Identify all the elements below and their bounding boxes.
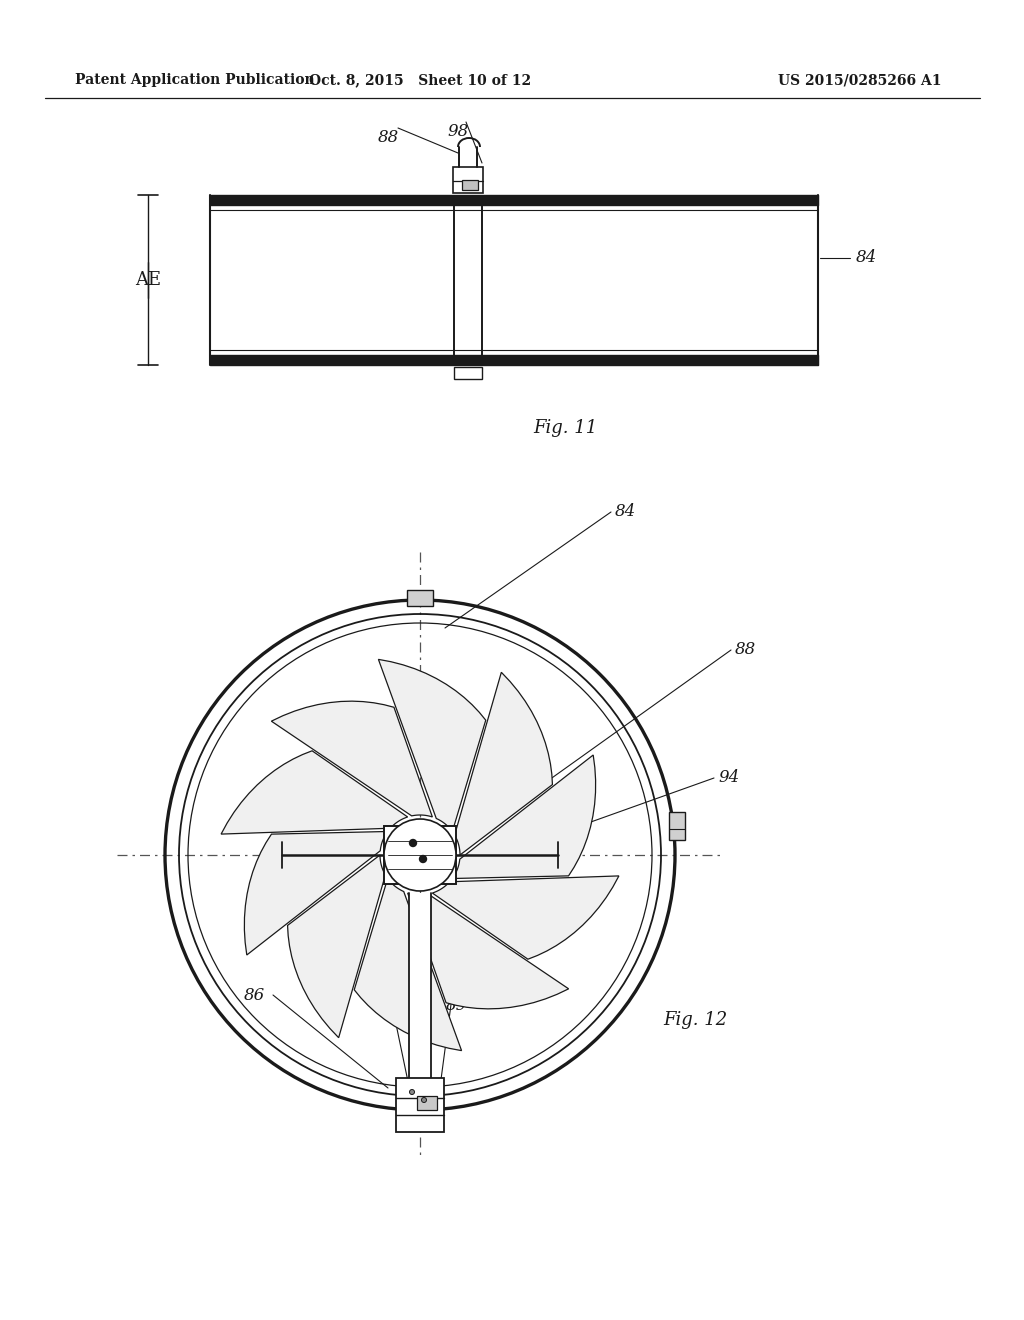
Text: 84: 84 <box>856 249 878 267</box>
Text: 86: 86 <box>244 986 265 1003</box>
Text: Fig. 12: Fig. 12 <box>663 1011 727 1030</box>
Text: AE: AE <box>135 271 161 289</box>
Text: 89: 89 <box>445 997 467 1014</box>
Circle shape <box>410 1089 415 1094</box>
FancyBboxPatch shape <box>454 367 482 379</box>
Polygon shape <box>453 755 596 879</box>
Text: 98: 98 <box>447 124 469 140</box>
Text: 84: 84 <box>615 503 636 520</box>
Polygon shape <box>408 894 568 1008</box>
FancyBboxPatch shape <box>384 826 456 884</box>
Circle shape <box>422 1097 427 1102</box>
FancyBboxPatch shape <box>407 590 433 606</box>
Polygon shape <box>245 832 388 954</box>
Polygon shape <box>432 876 618 960</box>
Circle shape <box>384 818 456 891</box>
Polygon shape <box>271 701 432 817</box>
FancyBboxPatch shape <box>409 894 431 1080</box>
FancyBboxPatch shape <box>417 1096 437 1110</box>
FancyBboxPatch shape <box>453 168 483 193</box>
Text: 94: 94 <box>718 770 739 787</box>
Polygon shape <box>288 855 385 1038</box>
Text: 88: 88 <box>735 642 757 659</box>
FancyBboxPatch shape <box>396 1078 444 1133</box>
FancyBboxPatch shape <box>407 1104 433 1119</box>
Text: US 2015/0285266 A1: US 2015/0285266 A1 <box>778 73 942 87</box>
Text: 88: 88 <box>378 129 398 147</box>
FancyBboxPatch shape <box>462 180 478 190</box>
Polygon shape <box>379 660 485 832</box>
Circle shape <box>420 855 427 862</box>
Polygon shape <box>354 879 462 1051</box>
Text: 98: 98 <box>375 999 395 1016</box>
FancyBboxPatch shape <box>669 812 685 840</box>
Text: Fig. 11: Fig. 11 <box>532 418 597 437</box>
Text: Oct. 8, 2015   Sheet 10 of 12: Oct. 8, 2015 Sheet 10 of 12 <box>309 73 531 87</box>
Text: Patent Application Publication: Patent Application Publication <box>75 73 314 87</box>
Polygon shape <box>221 751 408 834</box>
Circle shape <box>410 840 417 846</box>
Polygon shape <box>455 672 552 855</box>
